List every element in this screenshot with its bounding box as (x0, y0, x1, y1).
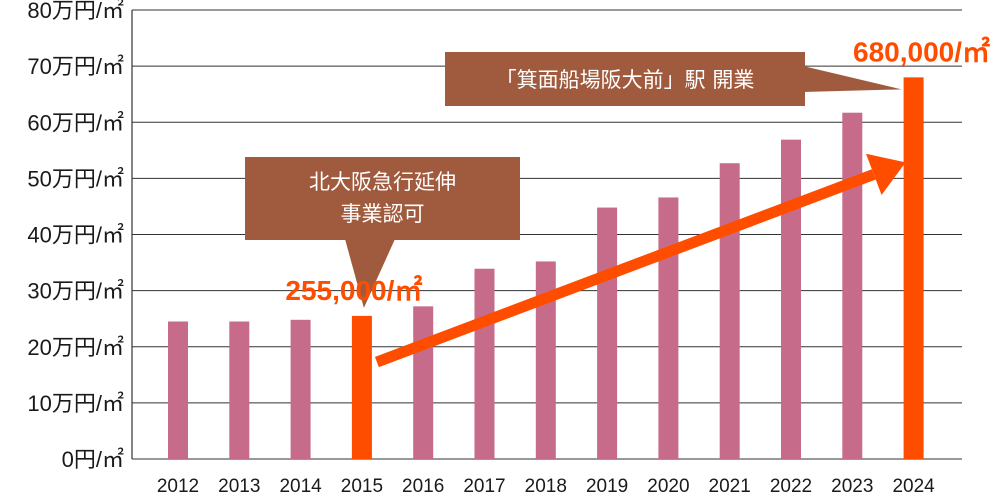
bar (535, 261, 556, 459)
y-tick-label: 20万円/㎡ (27, 335, 124, 360)
callout-box (245, 157, 520, 240)
callout-box (445, 52, 805, 106)
bar (903, 77, 924, 459)
bar (781, 139, 801, 459)
x-tick-label: 2023 (831, 476, 873, 497)
bar (351, 315, 372, 459)
bar (413, 306, 434, 459)
bar (168, 321, 188, 459)
bar (658, 197, 679, 459)
x-tick-label: 2022 (770, 476, 812, 497)
y-tick-label: 80万円/㎡ (27, 0, 124, 23)
y-tick-label: 70万円/㎡ (27, 54, 124, 79)
x-tick-label: 2013 (218, 476, 260, 497)
y-tick-label: 40万円/㎡ (27, 223, 124, 248)
x-axis-tick-labels: 2012 2013 2014 2015 2016 2017 2018 2019 2020 2021… (157, 476, 935, 497)
trend-arrow-head (866, 153, 906, 195)
x-tick-label: 2016 (402, 476, 444, 497)
x-tick-label: 2017 (463, 476, 505, 497)
x-tick-label: 2024 (892, 476, 935, 497)
y-tick-label: 50万円/㎡ (27, 166, 124, 191)
y-tick-label: 10万円/㎡ (27, 391, 124, 416)
data-label: 680,000/㎡ (853, 35, 990, 67)
bar (842, 112, 863, 460)
bars (168, 77, 924, 460)
y-tick-label: 60万円/㎡ (27, 110, 124, 135)
data-labels: 255,000/㎡ 680,000/㎡ (285, 35, 990, 306)
x-tick-label: 2021 (709, 476, 751, 497)
y-axis-tick-labels: 0円/㎡ 10万円/㎡ 20万円/㎡ 30万円/㎡ 40万円/㎡ 50万円/㎡ 60万円/㎡… (27, 0, 124, 472)
bar (474, 268, 495, 459)
callout-pointer (345, 239, 395, 308)
trend-arrow-shaft (374, 169, 876, 368)
x-tick-label: 2018 (525, 476, 567, 497)
data-label: 255,000/㎡ (285, 274, 422, 306)
y-tick-label: 30万円/㎡ (27, 279, 124, 304)
x-tick-label: 2020 (647, 476, 689, 497)
trend-arrow-group (374, 153, 906, 368)
y-tick-label: 0円/㎡ (62, 447, 124, 472)
callout-text: 事業認可 (341, 202, 425, 226)
callout-pointer (803, 66, 902, 92)
callout-text: 北大阪急行延伸 (309, 170, 456, 194)
x-tick-label: 2014 (279, 476, 322, 497)
x-tick-label: 2012 (157, 476, 199, 497)
bar (597, 207, 618, 459)
bar (229, 321, 250, 459)
bar (719, 163, 740, 459)
callout-2024: 「箕面船場阪大前」駅 開業 (445, 52, 902, 106)
x-tick-label: 2015 (341, 476, 383, 497)
bar (290, 319, 311, 459)
callout-text: 「箕面船場阪大前」駅 開業 (496, 68, 755, 92)
x-tick-label: 2019 (586, 476, 628, 497)
